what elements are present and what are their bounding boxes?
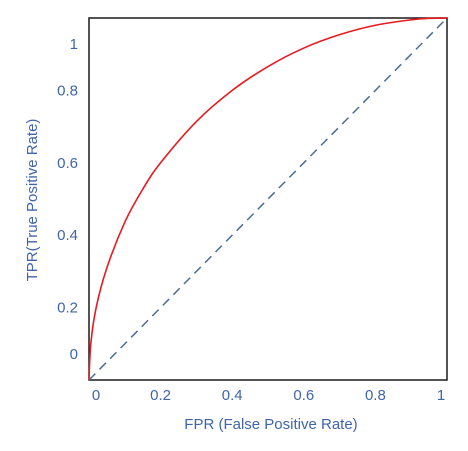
y-axis-ticks: 0 0.2 0.4 0.6 0.8 1 xyxy=(57,36,78,363)
x-tick-label: 0 xyxy=(92,387,100,404)
x-axis-label: FPR (False Positive Rate) xyxy=(184,416,357,433)
y-tick-label: 0.8 xyxy=(57,82,78,99)
y-tick-label: 0.2 xyxy=(57,300,78,317)
y-tick-label: 0.6 xyxy=(57,155,78,172)
x-axis-ticks: 0 0.2 0.4 0.6 0.8 1 xyxy=(92,387,445,404)
x-tick-label: 1 xyxy=(437,387,445,404)
diagonal-reference-line xyxy=(89,18,447,380)
x-tick-label: 0.8 xyxy=(365,387,386,404)
x-tick-label: 0.6 xyxy=(293,387,314,404)
x-tick-label: 0.2 xyxy=(150,387,171,404)
y-tick-label: 0.4 xyxy=(57,227,78,244)
y-tick-label: 1 xyxy=(70,36,78,53)
y-tick-label: 0 xyxy=(70,346,78,363)
series-layer xyxy=(89,18,447,380)
x-tick-label: 0.4 xyxy=(222,387,243,404)
y-axis-label: TPR(True Positive Rate) xyxy=(24,119,41,282)
